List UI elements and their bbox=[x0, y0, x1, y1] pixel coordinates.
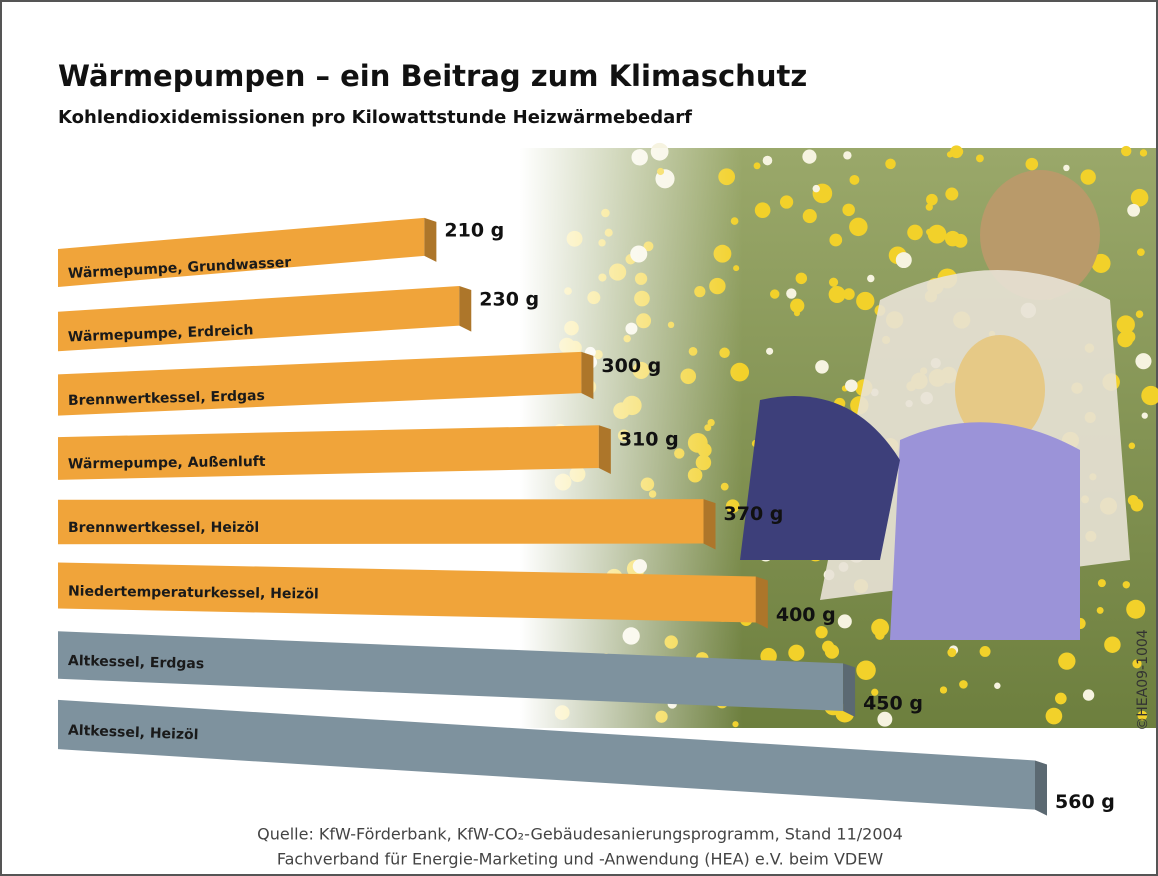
bar-end bbox=[1035, 760, 1047, 815]
source: Fachverband für Energie-Marketing und -A… bbox=[277, 850, 884, 869]
bar-end bbox=[756, 576, 768, 628]
bar-end bbox=[599, 425, 611, 474]
photo bbox=[520, 143, 1158, 728]
bar-label: Brennwertkessel, Heizöl bbox=[68, 520, 259, 536]
bar-label: Wärmepumpe, Außenluft bbox=[68, 454, 266, 473]
value-label: 300 g bbox=[601, 355, 661, 377]
chart-subtitle: Kohlendioxidemissionen pro Kilowattstund… bbox=[58, 107, 692, 128]
bar-label: Niedertemperaturkessel, Heizöl bbox=[68, 584, 319, 603]
bar-end bbox=[459, 286, 471, 332]
value-label: 400 g bbox=[776, 604, 836, 626]
value-label: 370 g bbox=[724, 503, 784, 525]
value-label: 450 g bbox=[863, 692, 923, 714]
value-label: 210 g bbox=[444, 220, 504, 242]
source: Quelle: KfW-Förderbank, KfW-CO₂-Gebäudes… bbox=[257, 825, 903, 844]
chart-title: Wärmepumpen – ein Beitrag zum Klimaschut… bbox=[58, 59, 807, 93]
value-label: 310 g bbox=[619, 429, 679, 451]
bar-end bbox=[843, 663, 855, 717]
copyright: ©HEA09-1004 bbox=[1135, 629, 1151, 731]
chart: Wärmepumpen – ein Beitrag zum Klimaschut… bbox=[0, 0, 1158, 876]
bar-end bbox=[581, 352, 593, 399]
bar-label: Altkessel, Erdgas bbox=[68, 653, 205, 672]
bar-end bbox=[424, 218, 436, 262]
value-label: 230 g bbox=[479, 288, 539, 310]
bar-end bbox=[704, 499, 716, 549]
value-label: 560 g bbox=[1055, 791, 1115, 813]
